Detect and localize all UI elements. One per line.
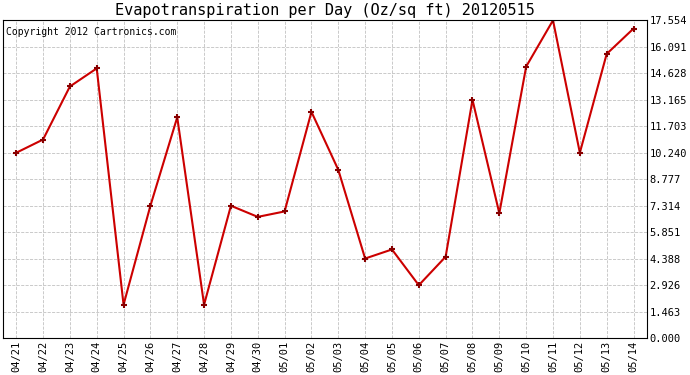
Title: Evapotranspiration per Day (Oz/sq ft) 20120515: Evapotranspiration per Day (Oz/sq ft) 20… xyxy=(115,3,535,18)
Text: Copyright 2012 Cartronics.com: Copyright 2012 Cartronics.com xyxy=(6,27,177,37)
